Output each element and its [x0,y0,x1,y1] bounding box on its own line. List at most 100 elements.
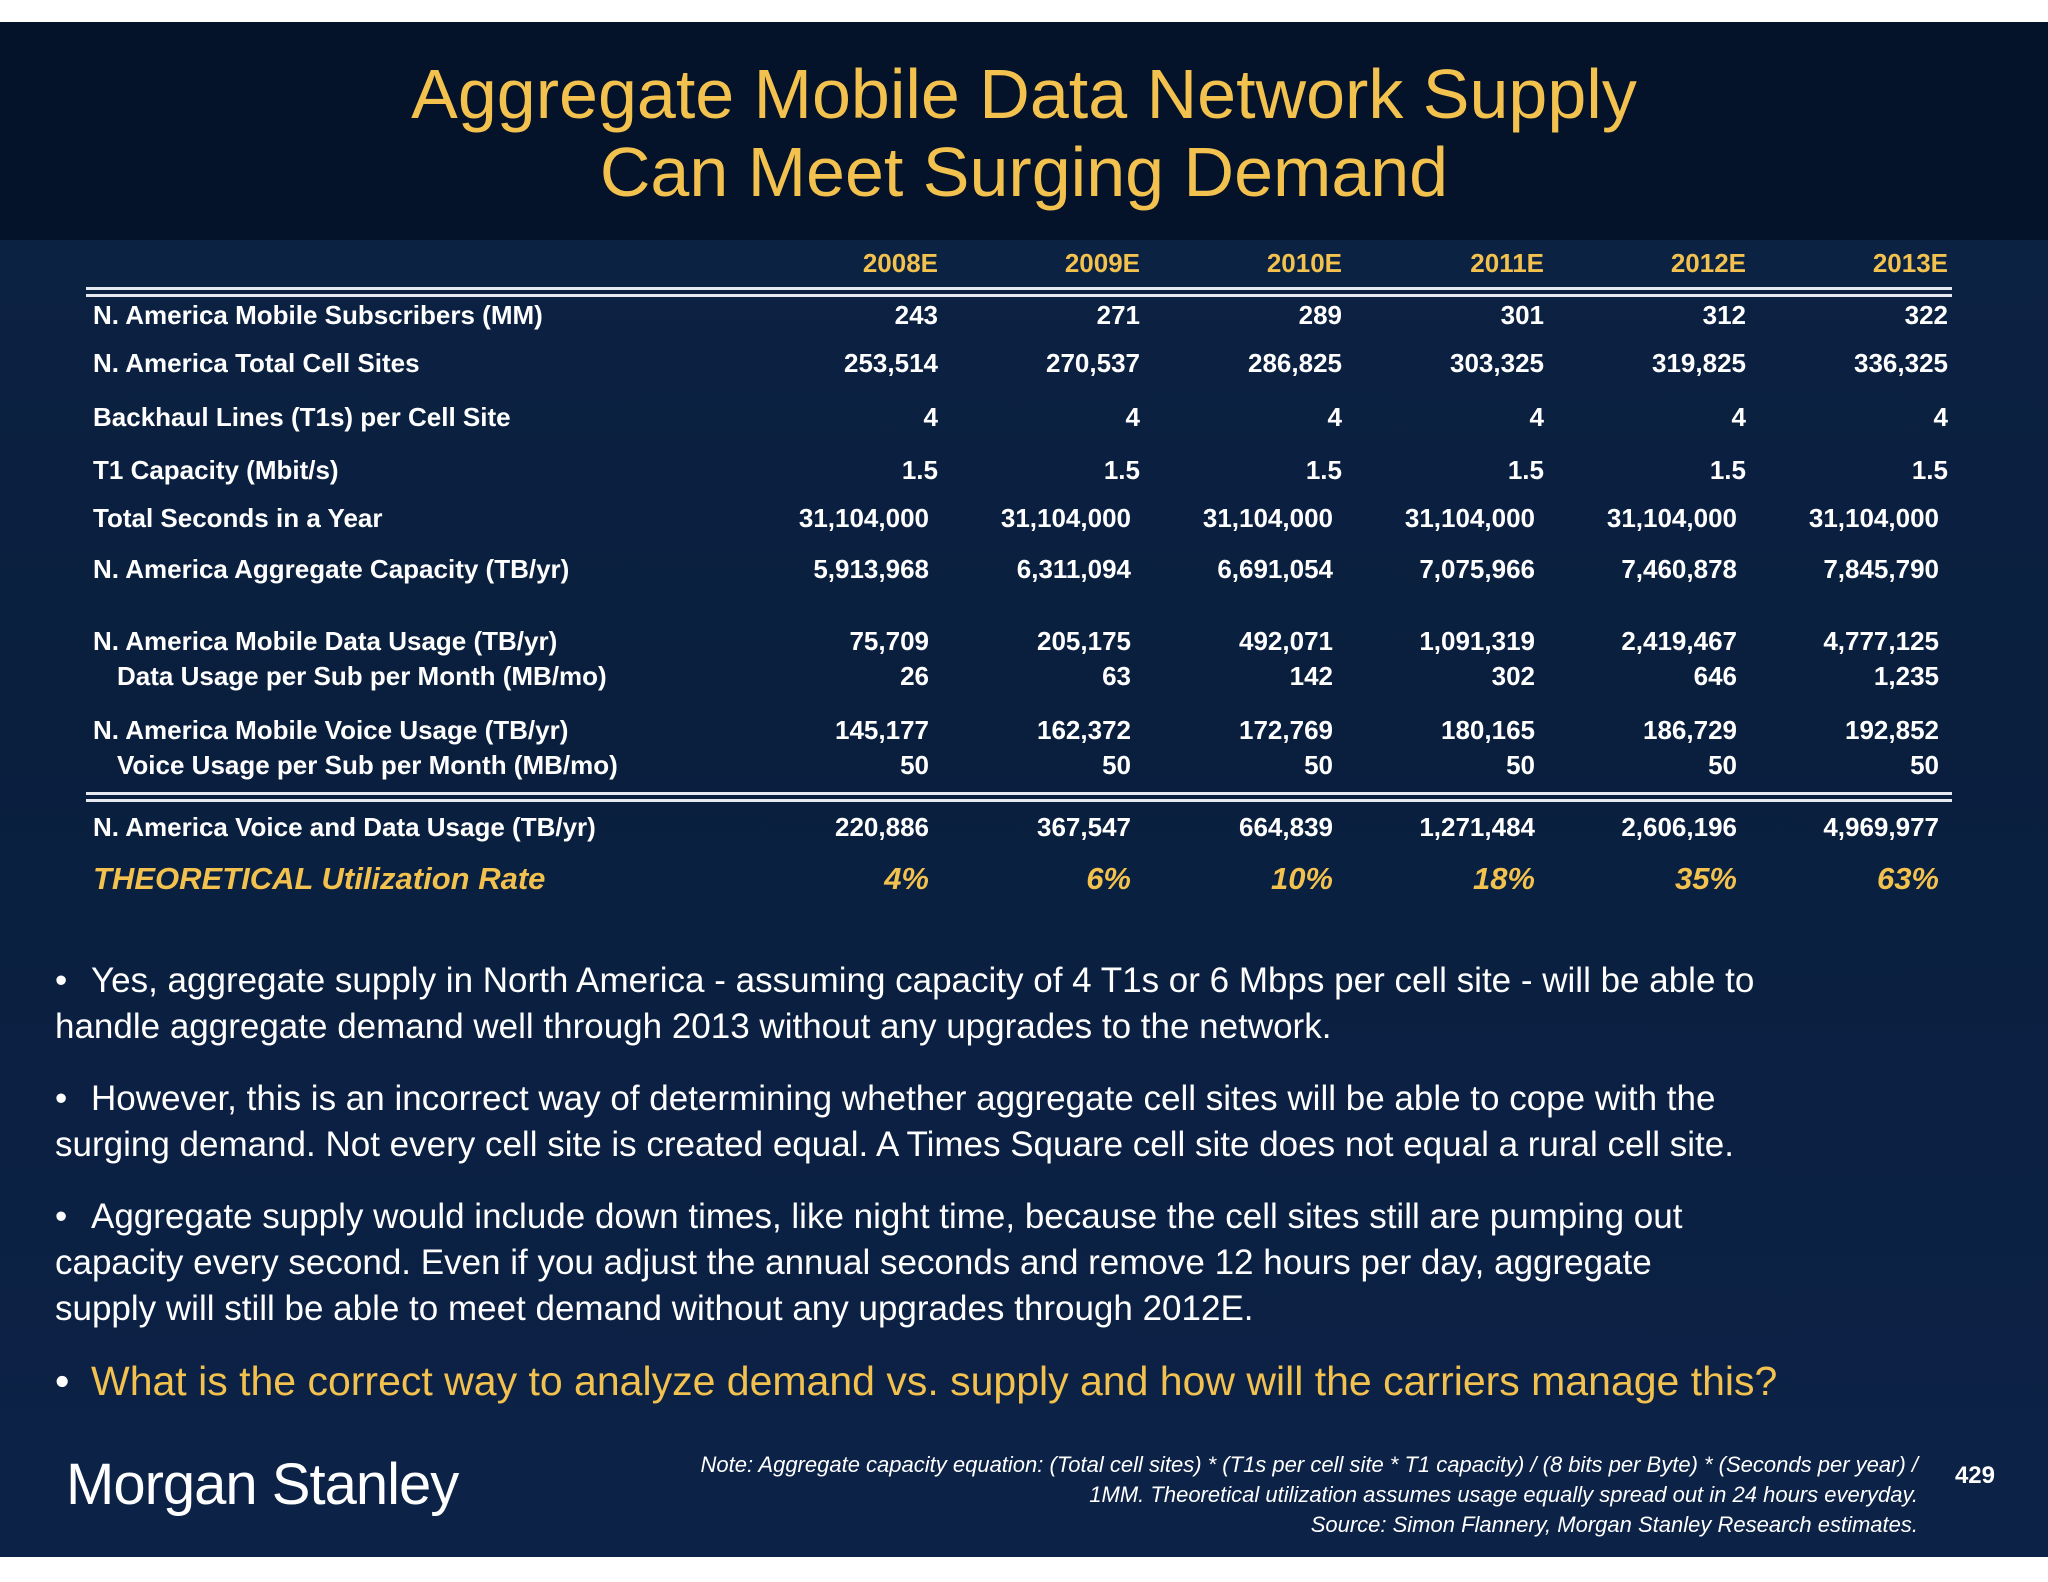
table-cell: 1.5 [1911,455,1948,485]
utilization-cell: 63% [1876,861,1939,896]
utilization-cell: 18% [1472,861,1535,896]
bullet-3-line-3: supply will still be able to meet demand… [55,1289,1254,1328]
table-cell: 2,419,467 [1621,626,1737,656]
table-cell: 646 [1693,661,1737,691]
table-cell: 4 [1125,402,1140,432]
table-cell: 4 [1731,402,1746,432]
utilization-cell: 4% [884,861,929,896]
column-header: 2011E [1470,248,1544,278]
row-label: Total Seconds in a Year [93,503,383,533]
table-cell: 31,104,000 [1606,503,1737,533]
table-cell: 220,886 [835,812,929,842]
bullet-dot: • [55,1079,68,1118]
row-label: N. America Total Cell Sites [93,348,420,378]
table-cell: 31,104,000 [798,503,929,533]
row-label: N. America Mobile Data Usage (TB/yr) [93,626,558,656]
bullet-4-line-1: What is the correct way to analyze deman… [91,1358,1778,1404]
table-cell: 180,165 [1441,715,1535,745]
table-cell: 302 [1491,661,1535,691]
table-cell: 4 [923,402,938,432]
table-cell: 4 [1933,402,1948,432]
table-cell: 1.5 [1507,455,1544,485]
table-cell: 301 [1500,300,1544,330]
table-cell: 6,311,094 [1016,554,1131,584]
row-label: Voice Usage per Sub per Month (MB/mo) [117,750,618,780]
table-cell: 253,514 [844,348,938,378]
table-cell: 172,769 [1239,715,1333,745]
bullet-2: • However, this is an incorrect way of de… [55,1076,2005,1168]
footnote-line-2: 1MM. Theoretical utilization assumes usa… [1089,1482,1918,1507]
row-label: N. America Aggregate Capacity (TB/yr) [93,554,570,584]
title-band: Aggregate Mobile Data Network Supply Can… [0,22,2048,240]
bullet-dot: • [55,1358,70,1404]
table-cell: 243 [894,300,938,330]
bullet-dot: • [55,961,68,1000]
row-label: Data Usage per Sub per Month (MB/mo) [117,661,607,691]
table-cell: 50 [1304,750,1333,780]
table-cell: 4,777,125 [1823,626,1939,656]
table-cell: 322 [1904,300,1948,330]
row-label: N. America Voice and Data Usage (TB/yr) [93,812,596,842]
slide-title-line-1: Aggregate Mobile Data Network Supply [411,55,1637,133]
footnote-line-1: Note: Aggregate capacity equation: (Tota… [700,1452,1918,1477]
table-cell: 303,325 [1450,348,1544,378]
table-cell: 5,913,968 [813,554,929,584]
table-cell: 664,839 [1239,812,1333,842]
table-cell: 4 [1529,402,1544,432]
table-cell: 192,852 [1845,715,1939,745]
table-cell: 31,104,000 [1404,503,1535,533]
table-cell: 367,547 [1037,812,1131,842]
table-cell: 7,845,790 [1823,554,1939,584]
bullet-3: • Aggregate supply would include down tim… [55,1194,2005,1332]
table-cell: 26 [900,661,929,691]
utilization-cell: 10% [1270,861,1333,896]
table-cell: 31,104,000 [1202,503,1333,533]
table-cell: 1.5 [1709,455,1746,485]
utilization-row-label: THEORETICAL Utilization Rate [93,861,546,896]
row-label: N. America Mobile Voice Usage (TB/yr) [93,715,569,745]
bullet-2-line-1: However, this is an incorrect way of det… [91,1079,1716,1118]
table-cell: 75,709 [849,626,929,656]
header-rule [86,287,1952,297]
table-cell: 145,177 [835,715,929,745]
table-cell: 31,104,000 [1000,503,1131,533]
table-cell: 7,075,966 [1419,554,1535,584]
table-cell: 1,091,319 [1419,626,1535,656]
utilization-cell: 35% [1674,861,1737,896]
bullet-dot: • [55,1197,68,1236]
table-cell: 319,825 [1652,348,1746,378]
bullet-1-line-1: Yes, aggregate supply in North America -… [91,961,1755,1000]
table-cell: 50 [900,750,929,780]
column-header: 2012E [1670,248,1746,278]
bullet-3-line-1: Aggregate supply would include down time… [91,1197,1683,1236]
column-header: 2010E [1266,248,1342,278]
table-cell: 4 [1327,402,1342,432]
page-number: 429 [1954,1462,1995,1489]
table-cell: 50 [1506,750,1535,780]
table-cell: 492,071 [1239,626,1333,656]
slide-title-line-2: Can Meet Surging Demand [599,133,1449,211]
table-cell: 336,325 [1854,348,1948,378]
table-cell: 142 [1289,661,1333,691]
bullet-2-line-2: surging demand. Not every cell site is c… [55,1125,1734,1164]
slide: Aggregate Mobile Data Network Supply Can… [0,22,2048,1557]
table-cell: 271 [1096,300,1140,330]
utilization-cell: 6% [1086,861,1131,896]
bullet-1-line-2: handle aggregate demand well through 201… [55,1007,1332,1046]
table-cell: 1.5 [1305,455,1342,485]
column-header: 2009E [1064,248,1140,278]
table-cell: 186,729 [1643,715,1737,745]
table-cell: 1.5 [901,455,938,485]
bullet-4-question: • What is the correct way to analyze dema… [55,1356,2005,1406]
row-label: N. America Mobile Subscribers (MM) [93,300,543,330]
row-label: T1 Capacity (Mbit/s) [93,455,339,485]
table-cell: 289 [1298,300,1342,330]
table-cell: 31,104,000 [1808,503,1939,533]
table-cell: 50 [1910,750,1939,780]
total-rule [86,792,1952,802]
row-label: Backhaul Lines (T1s) per Cell Site [93,402,511,432]
table-cell: 286,825 [1248,348,1342,378]
table-cell: 205,175 [1037,626,1131,656]
table-cell: 7,460,878 [1621,554,1737,584]
table-cell: 270,537 [1046,348,1140,378]
